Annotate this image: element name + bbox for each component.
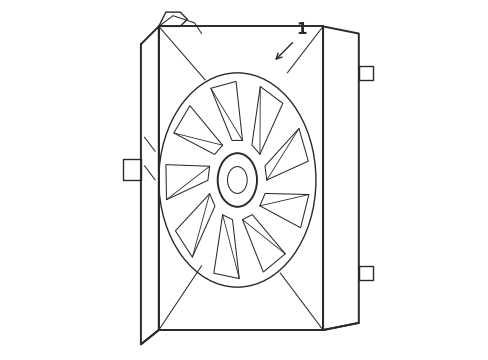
Text: 1: 1 bbox=[296, 22, 306, 37]
Ellipse shape bbox=[217, 153, 257, 207]
